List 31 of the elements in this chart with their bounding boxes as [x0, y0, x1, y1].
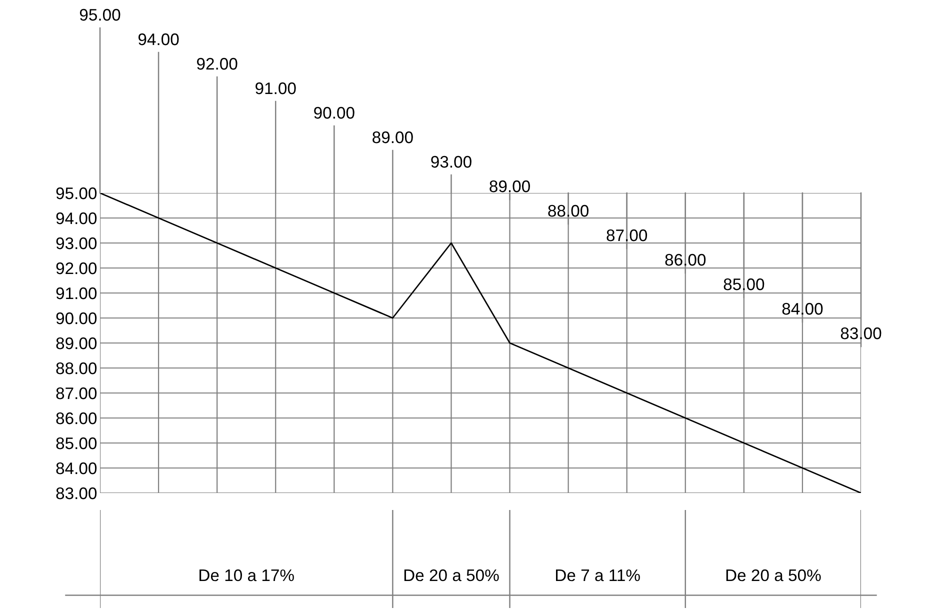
- y-tick-label: 93.00: [56, 237, 97, 250]
- text: 95.00: [80, 8, 120, 21]
- text: 91.00: [256, 82, 296, 94]
- text: De 20 a 50%: [726, 569, 821, 582]
- text: De 10 a 17%: [200, 569, 294, 582]
- y-tick-label: 91.00: [56, 287, 97, 300]
- annotation: 86.00: [665, 254, 706, 266]
- y-tick-label: 90.00: [56, 312, 97, 324]
- y-tick-label: 85.00: [56, 437, 97, 450]
- annotation: 87.00: [606, 229, 648, 242]
- text: 92.00: [197, 58, 238, 70]
- text: 90.00: [314, 106, 354, 119]
- text: De 7 a 11%: [556, 569, 640, 582]
- y-tick-label: 86.00: [56, 412, 97, 424]
- y-tick-label: 84.00: [56, 462, 97, 474]
- text: 93.00: [431, 156, 472, 168]
- y-tick-label: 88.00: [56, 362, 97, 374]
- annotation: 88.00: [548, 204, 589, 217]
- annotation: 84.00: [782, 302, 823, 315]
- text: 89.00: [372, 131, 413, 144]
- annotation: 85.00: [724, 278, 764, 290]
- y-tick-label: 95.00: [56, 187, 97, 200]
- text: De 20 a 50%: [404, 569, 499, 582]
- y-tick-label: 92.00: [56, 262, 97, 274]
- y-tick-label: 89.00: [56, 337, 97, 350]
- y-tick-label: 94.00: [56, 212, 97, 224]
- y-tick-label: 83.00: [56, 487, 97, 500]
- annotation: 83.00: [840, 327, 882, 340]
- text: 89.00: [490, 180, 530, 192]
- text: 94.00: [138, 33, 179, 46]
- y-tick-label: 87.00: [56, 387, 97, 400]
